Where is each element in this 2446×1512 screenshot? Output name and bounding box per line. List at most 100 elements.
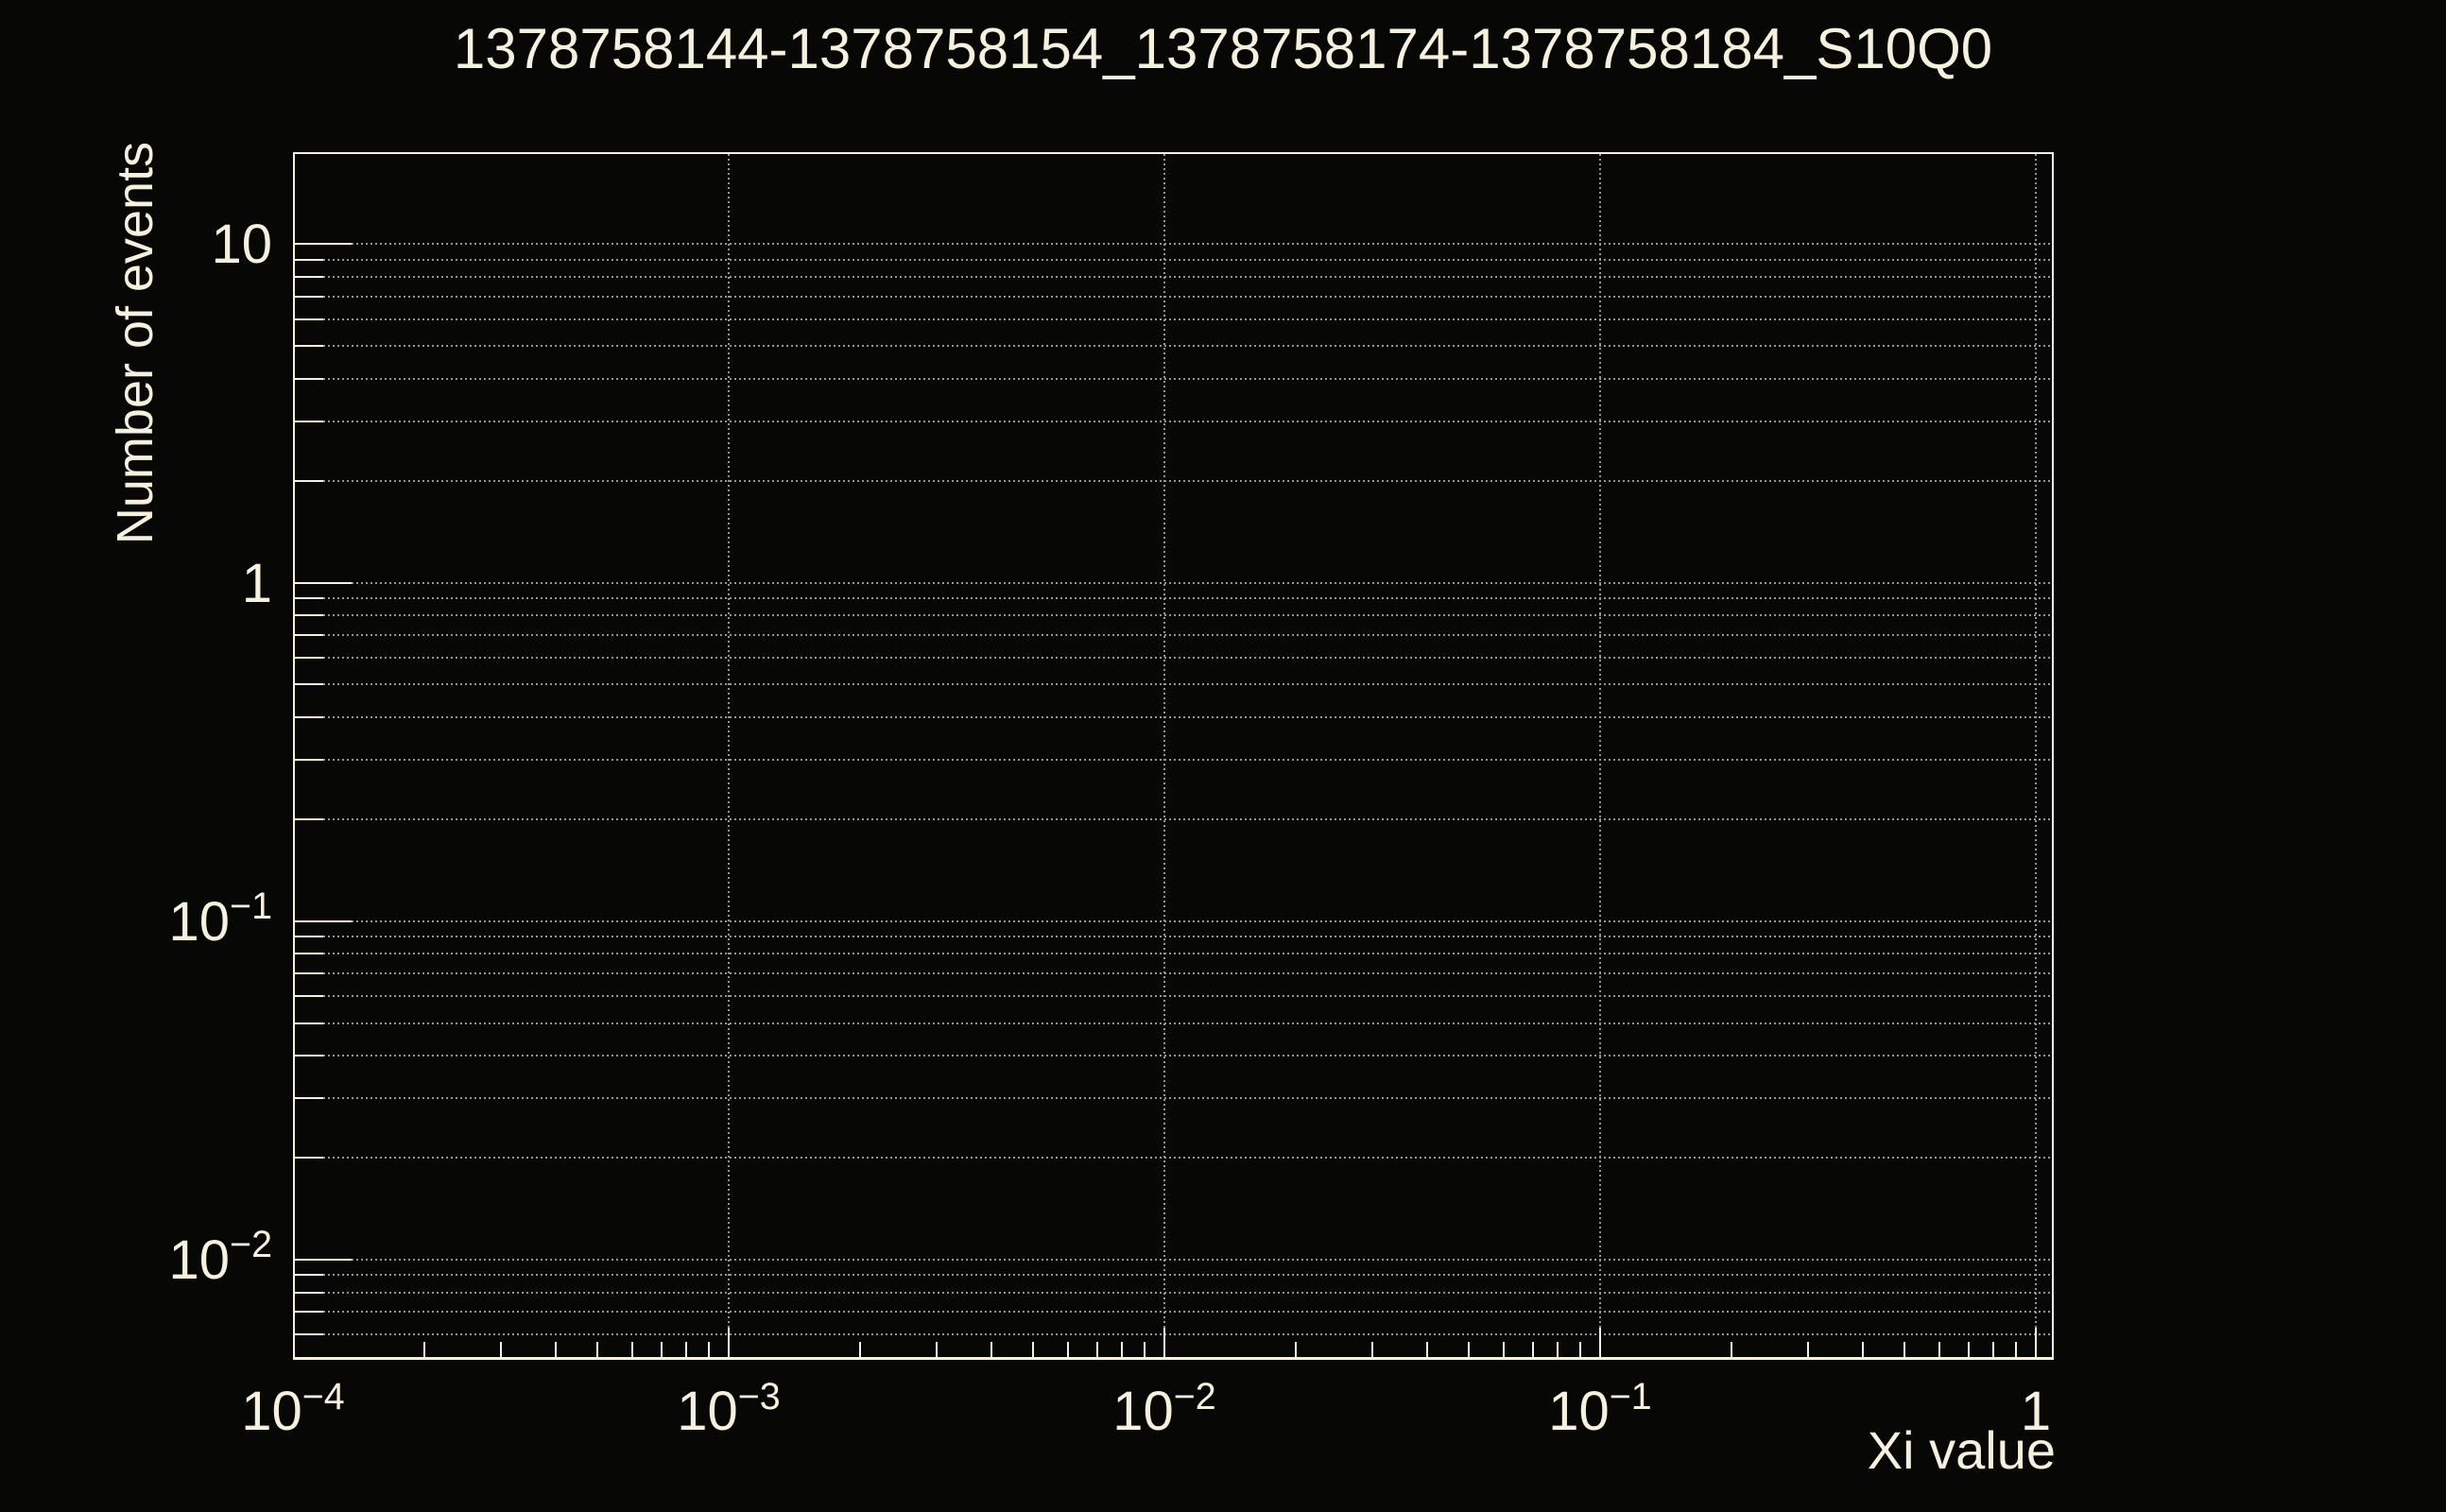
x-tick-major (2035, 1328, 2037, 1357)
x-tick-label: 10−4 (151, 1378, 435, 1442)
x-tick-minor (1992, 1342, 1995, 1357)
tick-label-exponent: −1 (1609, 1375, 1652, 1418)
x-tick-minor (1903, 1342, 1906, 1357)
x-tick-label: 1 (1894, 1384, 2178, 1439)
y-gridline (295, 716, 2052, 719)
x-tick-minor (685, 1342, 688, 1357)
x-tick-minor (1032, 1342, 1035, 1357)
y-gridline (295, 936, 2052, 938)
y-tick-minor (295, 1022, 323, 1024)
x-tick-minor (499, 1342, 502, 1357)
x-tick-minor (1578, 1342, 1581, 1357)
y-gridline (295, 420, 2052, 422)
x-tick-minor (1502, 1342, 1505, 1357)
tick-label-base: 10 (677, 1381, 738, 1442)
y-gridline (295, 1258, 2052, 1261)
y-tick-minor (295, 953, 323, 955)
x-axis-title: Xi value (1867, 1420, 2056, 1480)
x-tick-minor (1557, 1342, 1559, 1357)
x-tick-minor (1531, 1342, 1534, 1357)
y-gridline (295, 1333, 2052, 1336)
y-tick-minor (295, 295, 323, 298)
y-tick-minor (295, 1096, 323, 1099)
x-tick-minor (990, 1342, 992, 1357)
tick-label-base: 10 (168, 890, 231, 953)
tick-label-exponent: −3 (737, 1375, 781, 1418)
y-tick-minor (295, 318, 323, 320)
y-tick-major (295, 1258, 352, 1261)
x-tick-minor (1938, 1342, 1940, 1357)
y-tick-label: 10−1 (0, 887, 272, 950)
y-gridline (295, 919, 2052, 922)
y-axis-title: Number of events (107, 141, 164, 545)
y-tick-minor (295, 1333, 323, 1336)
y-gridline (295, 1274, 2052, 1277)
y-tick-major (295, 581, 352, 584)
x-tick-minor (1425, 1342, 1428, 1357)
y-tick-major (295, 243, 352, 246)
y-gridline (295, 1022, 2052, 1024)
y-tick-minor (295, 1055, 323, 1057)
y-gridline (295, 656, 2052, 659)
y-gridline (295, 596, 2052, 599)
x-tick-minor (1861, 1342, 1864, 1357)
y-gridline (295, 479, 2052, 482)
y-gridline (295, 972, 2052, 975)
y-tick-minor (295, 377, 323, 380)
y-tick-minor (295, 276, 323, 278)
y-gridline (295, 683, 2052, 686)
y-gridline (295, 318, 2052, 320)
y-gridline (295, 995, 2052, 998)
x-tick-minor (858, 1342, 861, 1357)
y-gridline (295, 633, 2052, 636)
y-tick-minor (295, 716, 323, 719)
y-gridline (295, 1096, 2052, 1099)
x-tick-minor (2014, 1342, 2017, 1357)
x-tick-minor (1066, 1342, 1069, 1357)
y-tick-minor (295, 258, 323, 261)
plot-frame (293, 152, 2054, 1360)
tick-label-base: 10 (168, 1228, 231, 1291)
y-tick-minor (295, 1157, 323, 1160)
x-tick-minor (1468, 1342, 1471, 1357)
x-tick-minor (1730, 1342, 1732, 1357)
x-tick-minor (1370, 1342, 1373, 1357)
y-tick-minor (295, 656, 323, 659)
tick-label-exponent: −4 (301, 1375, 345, 1418)
y-gridline (295, 345, 2052, 348)
y-gridline (295, 953, 2052, 955)
x-tick-minor (1294, 1342, 1297, 1357)
y-gridline (295, 258, 2052, 261)
y-tick-major (295, 919, 352, 922)
y-tick-minor (295, 936, 323, 938)
y-gridline (295, 614, 2052, 617)
x-tick-minor (660, 1342, 663, 1357)
y-tick-minor (295, 420, 323, 422)
plot-title: 1378758144-1378758154_1378758174-1378758… (453, 17, 1993, 80)
x-tick-minor (1095, 1342, 1098, 1357)
tick-label-exponent: −1 (230, 885, 272, 928)
y-gridline (295, 377, 2052, 380)
x-gridline (728, 154, 730, 1357)
y-gridline (295, 1291, 2052, 1294)
y-gridline (295, 758, 2052, 761)
x-gridline (1163, 154, 1165, 1357)
y-tick-minor (295, 596, 323, 599)
x-tick-minor (1143, 1342, 1145, 1357)
x-tick-minor (707, 1342, 710, 1357)
y-tick-minor (295, 1291, 323, 1294)
y-tick-minor (295, 758, 323, 761)
y-tick-minor (295, 479, 323, 482)
x-tick-label: 10−2 (1023, 1378, 1306, 1439)
x-gridline (1599, 154, 1601, 1357)
x-tick-label: 10−3 (587, 1378, 870, 1442)
y-gridline (295, 243, 2052, 246)
tick-label-exponent: −2 (1173, 1375, 1216, 1418)
tick-label-base: 10 (211, 214, 272, 276)
tick-label-base: 10 (241, 1381, 302, 1442)
x-tick-minor (1121, 1342, 1124, 1357)
y-tick-minor (295, 1311, 323, 1314)
y-tick-label: 10−2 (0, 1227, 272, 1288)
x-tick-minor (554, 1342, 557, 1357)
